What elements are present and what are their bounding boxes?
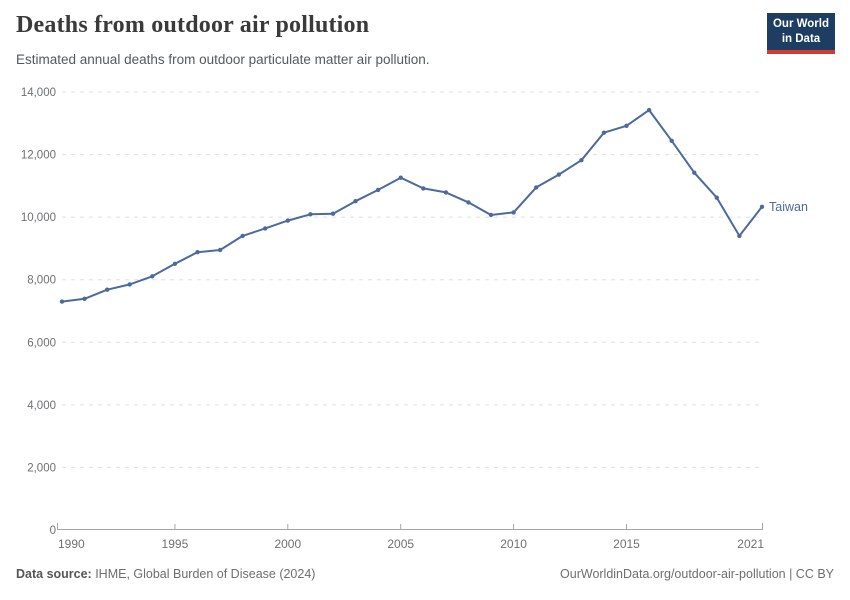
series-label[interactable]: Taiwan [769,200,808,214]
data-point[interactable] [127,282,132,287]
y-tick-label: 8,000 [27,275,56,287]
x-tick-label: 1990 [58,537,85,551]
y-tick-label: 2,000 [27,462,56,474]
data-point[interactable] [375,187,381,193]
license-note: OurWorldinData.org/outdoor-air-pollution… [560,567,834,581]
owid-logo[interactable]: Our World in Data [767,13,835,54]
x-tick-label: 1995 [162,537,189,551]
data-point[interactable] [466,200,471,205]
data-point[interactable] [172,261,178,266]
data-point[interactable] [579,158,584,163]
data-point[interactable] [217,247,223,253]
data-point[interactable] [737,233,742,239]
y-tick-label: 10,000 [21,212,56,224]
y-tick-label: 12,000 [21,150,56,162]
y-tick-label: 0 [50,525,56,537]
data-point[interactable] [82,296,87,301]
data-point[interactable] [601,130,607,135]
data-point[interactable] [488,212,494,218]
owid-logo-line2: in Data [781,32,821,45]
data-point[interactable] [714,195,719,200]
data-point[interactable] [398,175,403,180]
data-point[interactable] [669,138,674,143]
data-point[interactable] [692,170,697,175]
data-source-value: IHME, Global Burden of Disease (2024) [91,567,316,581]
data-line[interactable] [61,109,763,303]
data-point[interactable] [646,107,652,113]
data-point[interactable] [308,212,313,217]
x-tick-label: 2005 [387,537,414,551]
owid-logo-line1: Our World [772,18,829,30]
data-point[interactable] [759,204,765,209]
data-point[interactable] [263,226,268,231]
line-chart[interactable]: 0 2,000 4,000 6,000 8,000 10,000 12,000 14,000 1… [0,0,850,560]
data-point[interactable] [624,123,629,128]
x-tick-label: 2015 [613,537,640,551]
data-point[interactable] [150,274,155,279]
data-source-note: Data source: IHME, Global Burden of Dise… [16,567,315,581]
x-tick-label: 2010 [500,537,527,551]
page-title: Deaths from outdoor air pollution [16,12,370,38]
y-tick-label: 4,000 [27,400,56,412]
data-point[interactable] [421,186,426,191]
y-tick-label: 6,000 [27,337,56,349]
data-point[interactable] [285,218,290,223]
data-point[interactable] [59,299,65,304]
data-point[interactable] [105,287,110,292]
data-point[interactable] [556,172,561,177]
data-point[interactable] [353,199,358,204]
data-point[interactable] [195,250,200,255]
y-tick-label: 14,000 [21,87,56,99]
page-subtitle: Estimated annual deaths from outdoor par… [16,52,430,67]
data-point[interactable] [443,190,449,195]
data-point[interactable] [330,211,336,216]
x-tick-label: 2000 [274,537,301,551]
data-point[interactable] [240,233,245,239]
data-point[interactable] [534,185,539,190]
data-point[interactable] [511,210,516,215]
data-source-label: Data source: [16,567,92,581]
x-tick-label: 2021 [737,537,764,551]
